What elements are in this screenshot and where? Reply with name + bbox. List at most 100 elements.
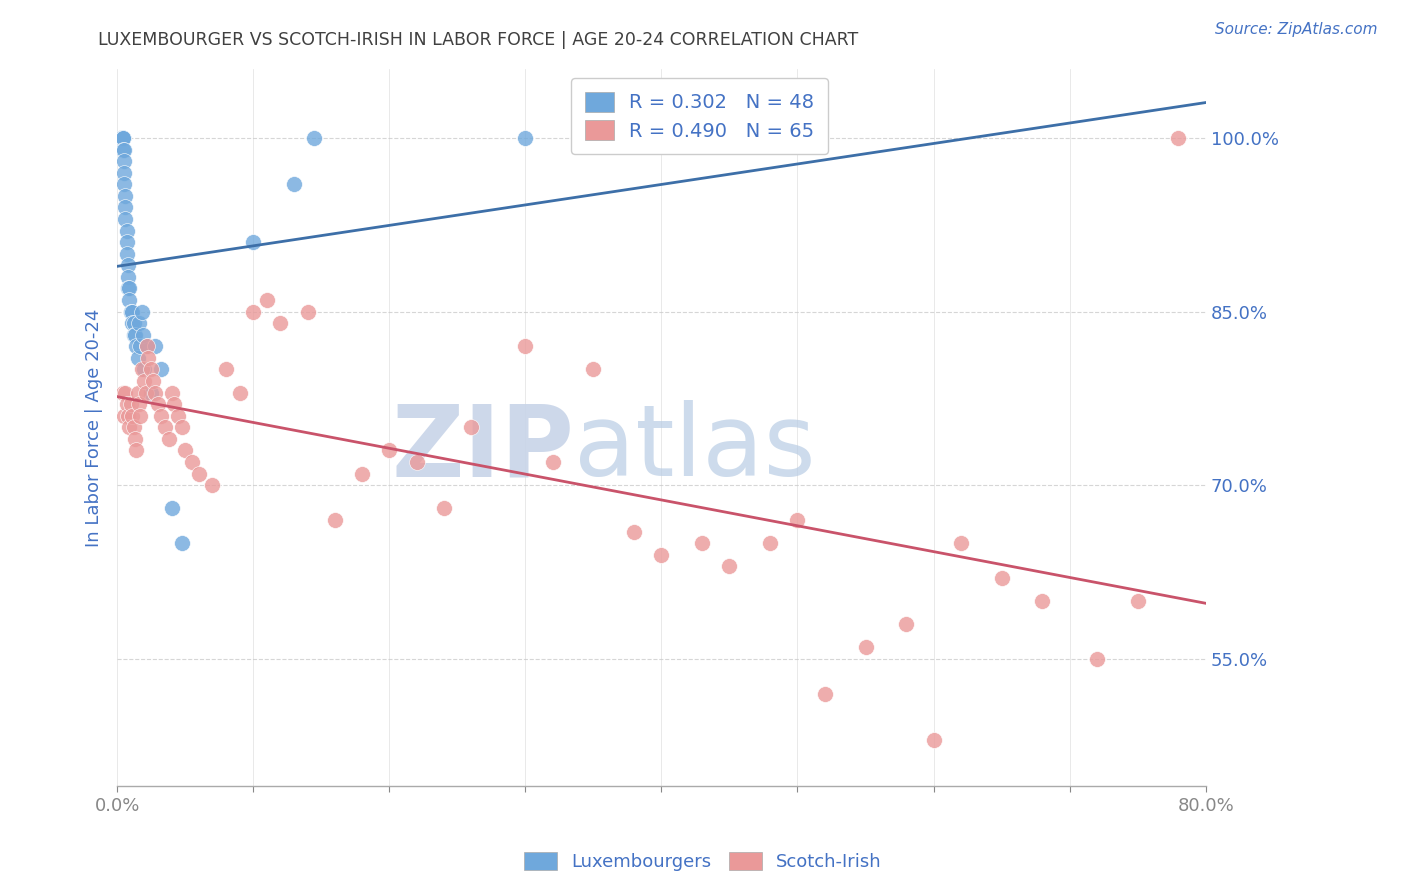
Point [128,316,150,330]
Point [110,131,132,145]
Point [115,246,138,260]
Point [115,223,138,237]
Point [323,513,346,527]
Point [283,178,305,192]
Point [117,281,139,295]
Text: Source: ZipAtlas.com: Source: ZipAtlas.com [1215,22,1378,37]
Point [135,385,157,400]
Point [111,385,134,400]
Point [114,189,136,203]
Point [121,304,143,318]
Point [146,397,169,411]
Point [304,131,326,145]
Point [153,420,176,434]
Y-axis label: In Labor Force | Age 20-24: In Labor Force | Age 20-24 [86,308,103,547]
Point [125,443,148,458]
Point [124,432,146,446]
Point [122,327,145,342]
Point [786,513,808,527]
Point [118,281,141,295]
Point [112,178,135,192]
Point [718,559,741,574]
Point [118,420,141,434]
Point [949,536,972,550]
Point [922,732,945,747]
Point [143,339,166,353]
Point [896,617,918,632]
Point [129,409,152,423]
Point [111,143,134,157]
Point [201,478,224,492]
Point [118,293,141,307]
Point [136,339,159,353]
Point [117,269,139,284]
Point [160,501,183,516]
Point [131,362,153,376]
Point [242,304,264,318]
Point [114,201,136,215]
Point [256,293,278,307]
Point [121,316,143,330]
Point [149,409,172,423]
Point [132,327,155,342]
Point [114,385,136,400]
Point [131,304,153,318]
Point [1031,594,1053,608]
Point [141,385,163,400]
Point [181,455,204,469]
Point [138,351,160,365]
Point [127,385,149,400]
Point [129,339,152,353]
Point [163,397,186,411]
Point [515,339,537,353]
Point [127,351,149,365]
Point [128,397,150,411]
Point [215,362,238,376]
Point [115,235,138,249]
Point [125,339,148,353]
Point [110,131,132,145]
Point [405,455,427,469]
Point [269,316,291,330]
Point [111,131,134,145]
Point [172,536,194,550]
Text: atlas: atlas [574,401,815,498]
Point [143,385,166,400]
Point [111,131,134,145]
Point [122,316,145,330]
Point [117,409,139,423]
Point [352,467,374,481]
Point [111,131,134,145]
Point [814,687,837,701]
Point [650,548,672,562]
Point [855,640,877,655]
Legend: Luxembourgers, Scotch-Irish: Luxembourgers, Scotch-Irish [517,845,889,879]
Text: ZIP: ZIP [391,401,574,498]
Point [142,374,165,388]
Point [990,571,1012,585]
Point [582,362,605,376]
Point [690,536,713,550]
Point [134,374,156,388]
Point [167,409,190,423]
Point [228,385,250,400]
Point [120,397,142,411]
Point [242,235,264,249]
Point [115,397,138,411]
Point [111,131,134,145]
Point [541,455,564,469]
Point [149,362,172,376]
Point [122,420,145,434]
Point [160,385,183,400]
Point [141,362,163,376]
Point [112,409,135,423]
Point [1085,652,1108,666]
Point [378,443,401,458]
Point [134,362,156,376]
Point [623,524,645,539]
Point [515,131,537,145]
Text: LUXEMBOURGER VS SCOTCH-IRISH IN LABOR FORCE | AGE 20-24 CORRELATION CHART: LUXEMBOURGER VS SCOTCH-IRISH IN LABOR FO… [98,31,859,49]
Point [111,131,134,145]
Point [1167,131,1189,145]
Point [112,166,135,180]
